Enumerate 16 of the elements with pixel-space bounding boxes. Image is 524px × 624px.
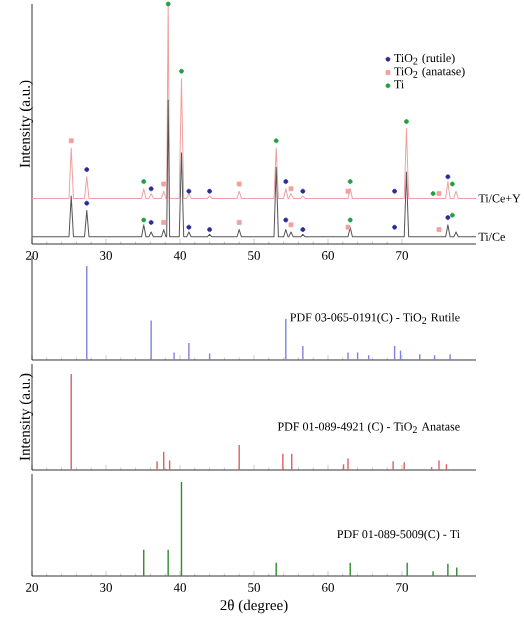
point [84,200,90,206]
point [186,224,192,230]
point [300,188,306,194]
point [345,188,351,194]
point [161,181,167,187]
point [345,224,351,230]
point [148,186,154,192]
point [445,174,451,180]
point [347,217,353,223]
point [165,1,171,7]
point [186,188,192,194]
point [236,181,242,187]
point [283,217,289,223]
point [141,217,147,223]
point [288,222,294,228]
point [288,186,294,192]
